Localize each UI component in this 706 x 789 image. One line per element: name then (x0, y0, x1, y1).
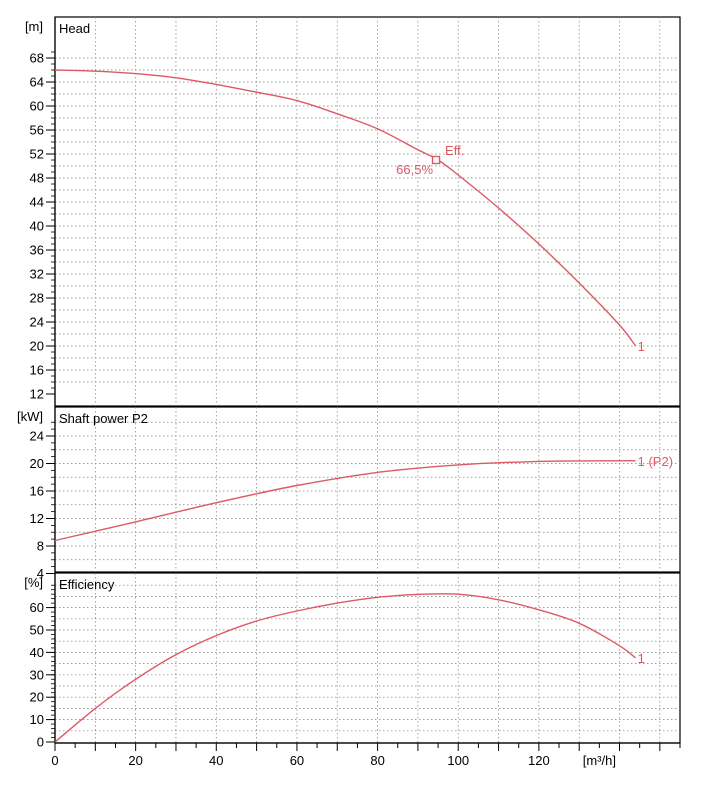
y-tick-label: 0 (37, 735, 44, 750)
y-tick-label: 32 (30, 267, 44, 282)
y-tick-label: 4 (37, 566, 44, 581)
panel-title: Efficiency (59, 577, 115, 592)
y-axis-unit: [m] (25, 19, 43, 34)
series-label: 1 (P2) (638, 454, 673, 469)
y-tick-label: 20 (30, 690, 44, 705)
x-tick-label: 100 (447, 753, 469, 768)
x-tick-label: 20 (128, 753, 142, 768)
y-tick-label: 52 (30, 147, 44, 162)
series-line (54, 593, 637, 743)
y-tick-label: 56 (30, 123, 44, 138)
y-tick-label: 8 (37, 539, 44, 554)
x-tick-label: 80 (370, 753, 384, 768)
y-tick-label: 16 (30, 484, 44, 499)
marker-label-value: 66,5% (396, 162, 433, 177)
y-tick-label: 60 (30, 600, 44, 615)
y-tick-label: 50 (30, 623, 44, 638)
x-tick-label: 0 (51, 753, 58, 768)
panel-title: Shaft power P2 (59, 411, 148, 426)
series-line (54, 69, 637, 347)
plot-frame (54, 406, 681, 573)
y-tick-label: 16 (30, 363, 44, 378)
marker-label-title: Eff. (445, 143, 464, 158)
y-tick-label: 68 (30, 51, 44, 66)
y-tick-label: 12 (30, 387, 44, 402)
x-tick-label: 120 (528, 753, 550, 768)
series-label: 1 (638, 651, 645, 666)
y-tick-label: 28 (30, 291, 44, 306)
series-line (54, 460, 636, 542)
x-tick-label: 40 (209, 753, 223, 768)
y-axis-unit: [%] (24, 575, 43, 590)
y-tick-label: 48 (30, 171, 44, 186)
y-axis-unit: [kW] (17, 409, 43, 424)
y-tick-label: 60 (30, 99, 44, 114)
series-label: 1 (638, 339, 645, 354)
y-tick-label: 24 (30, 315, 44, 330)
y-tick-label: 30 (30, 667, 44, 682)
efficiency-marker (431, 155, 441, 165)
y-tick-label: 20 (30, 339, 44, 354)
y-tick-label: 20 (30, 456, 44, 471)
y-tick-label: 10 (30, 712, 44, 727)
x-tick-label: 60 (290, 753, 304, 768)
y-tick-label: 12 (30, 511, 44, 526)
y-tick-label: 40 (30, 219, 44, 234)
y-tick-label: 40 (30, 645, 44, 660)
y-tick-label: 44 (30, 195, 44, 210)
y-tick-label: 64 (30, 75, 44, 90)
y-tick-label: 24 (30, 429, 44, 444)
x-axis-unit: [m³/h] (583, 753, 616, 768)
y-tick-label: 36 (30, 243, 44, 258)
panel-title: Head (59, 21, 90, 36)
